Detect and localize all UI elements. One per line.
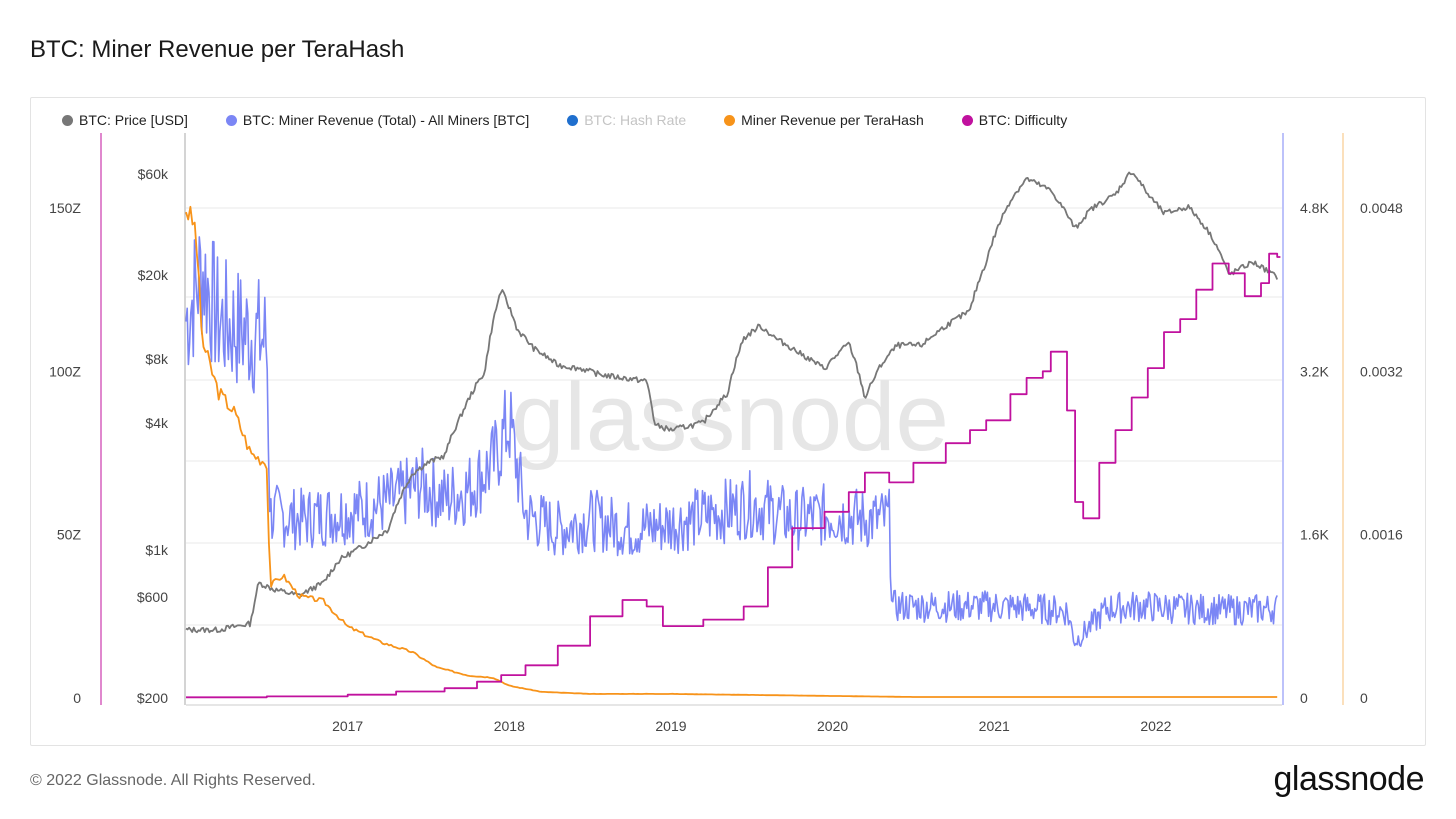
revenue-tick-label: 4.8K xyxy=(1300,200,1329,216)
legend-item-0[interactable]: BTC: Price [USD] xyxy=(62,112,188,128)
legend-item-2[interactable]: BTC: Hash Rate xyxy=(567,112,686,128)
series-line-btc-difficulty xyxy=(186,252,1281,699)
per-terahash-tick-label: 0.0048 xyxy=(1360,200,1403,216)
x-tick-label: 2019 xyxy=(655,718,686,734)
difficulty-tick-label: 150Z xyxy=(49,200,81,216)
legend-dot-icon xyxy=(225,114,237,126)
x-tick-label: 2020 xyxy=(817,718,848,734)
legend-dot-icon xyxy=(62,114,73,126)
x-tick-label: 2022 xyxy=(1140,718,1171,734)
revenue-tick-label: 3.2K xyxy=(1300,363,1329,379)
series-line-miner-revenue-per-terahash xyxy=(185,205,1278,698)
x-tick-label: 2018 xyxy=(494,718,525,734)
series-line-btc-price-usd- xyxy=(185,171,1279,634)
legend-dot-icon xyxy=(567,114,579,126)
legend-label: BTC: Hash Rate xyxy=(584,112,687,128)
price-tick-label: $600 xyxy=(137,589,168,605)
per-terahash-tick-label: 0 xyxy=(1360,690,1368,706)
x-tick-label: 2017 xyxy=(332,718,363,734)
legend-label: BTC: Difficulty xyxy=(978,112,1068,128)
price-tick-label: $20k xyxy=(138,267,169,283)
legend-label: BTC: Miner Revenue (Total) - All Miners … xyxy=(242,112,530,128)
legend-item-3[interactable]: Miner Revenue per TeraHash xyxy=(724,112,924,128)
revenue-tick-label: 1.6K xyxy=(1300,527,1329,543)
glassnode-logo[interactable]: glassnode xyxy=(1273,760,1424,798)
difficulty-tick-label: 0 xyxy=(73,690,81,706)
copyright-text: © 2022 Glassnode. All Rights Reserved. xyxy=(30,772,316,789)
legend-dot-icon xyxy=(724,114,736,126)
price-tick-label: $200 xyxy=(137,690,168,706)
legend-item-4[interactable]: BTC: Difficulty xyxy=(961,112,1068,128)
series-line-btc-miner-revenue-total-all-miners-btc- xyxy=(185,236,1278,647)
per-terahash-tick-label: 0.0016 xyxy=(1360,527,1403,543)
chart-card xyxy=(30,97,1426,746)
price-tick-label: $4k xyxy=(145,415,169,431)
price-tick-label: $1k xyxy=(145,542,169,558)
legend-label: BTC: Price [USD] xyxy=(79,112,188,128)
difficulty-tick-label: 50Z xyxy=(57,527,82,543)
legend-dot-icon xyxy=(961,114,973,126)
price-tick-label: $8k xyxy=(145,351,169,367)
legend-label: Miner Revenue per TeraHash xyxy=(741,112,924,128)
page-title: BTC: Miner Revenue per TeraHash xyxy=(30,36,405,63)
chart-legend: BTC: Price [USD] BTC: Miner Revenue (Tota… xyxy=(62,110,1105,130)
difficulty-tick-label: 100Z xyxy=(49,363,81,379)
revenue-tick-label: 0 xyxy=(1300,690,1308,706)
legend-item-1[interactable]: BTC: Miner Revenue (Total) - All Miners … xyxy=(225,112,530,128)
x-tick-label: 2021 xyxy=(979,718,1010,734)
price-tick-label: $60k xyxy=(138,166,169,182)
per-terahash-tick-label: 0.0032 xyxy=(1360,363,1403,379)
